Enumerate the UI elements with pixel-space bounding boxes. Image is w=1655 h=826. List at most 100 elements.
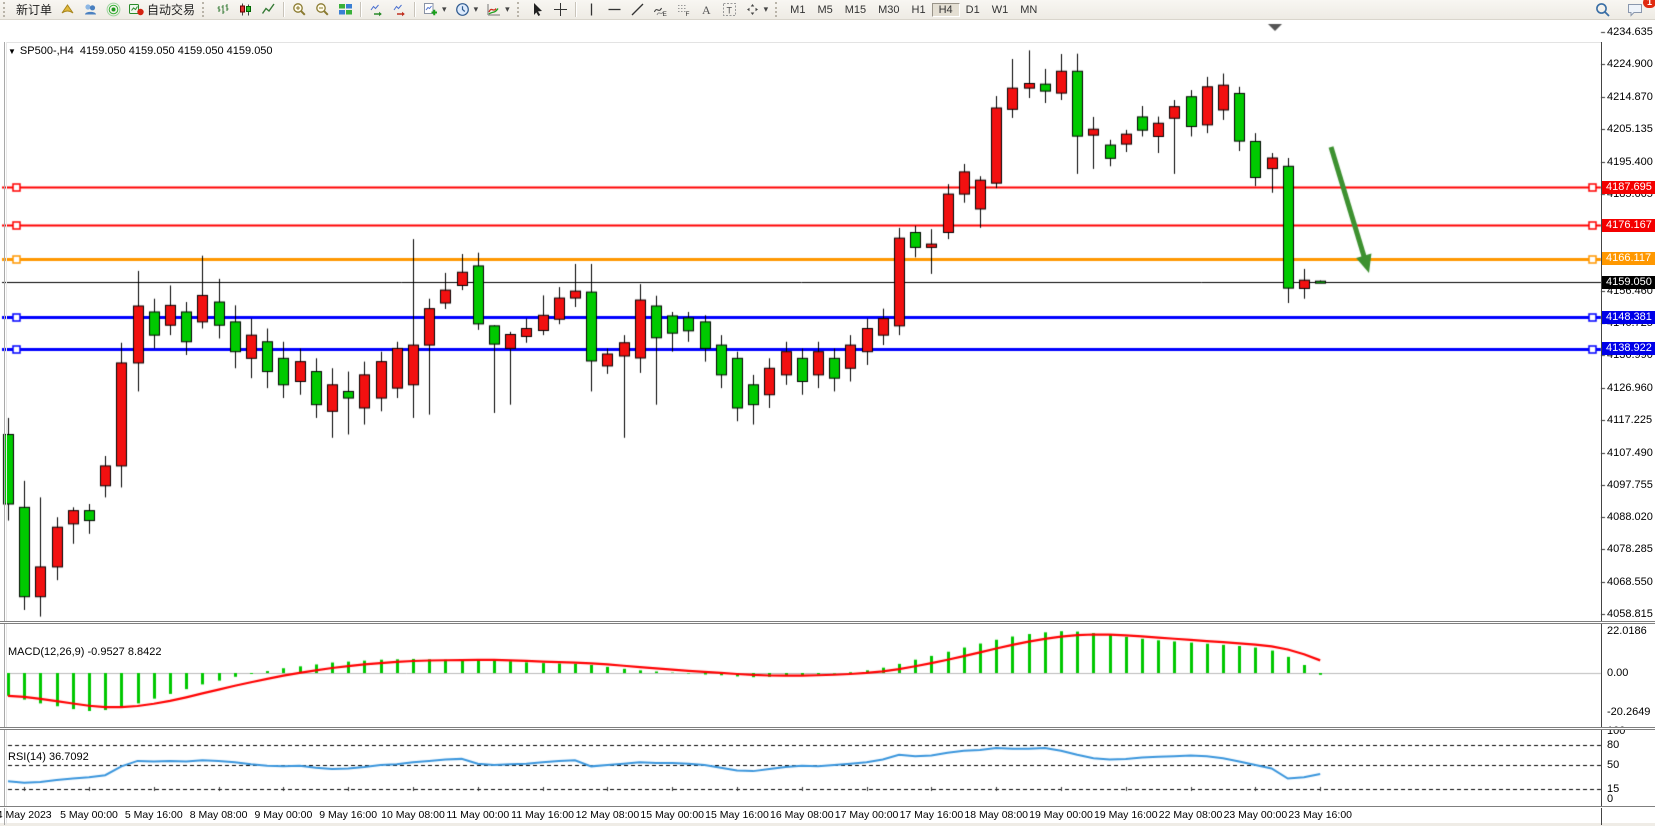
macd-indicator-label: MACD(12,26,9) -0.9527 8.8422 — [8, 646, 162, 658]
time-axis-label: 19 May 00:00 — [1029, 809, 1093, 821]
chat-icon[interactable]: 1 — [1623, 0, 1655, 18]
toolbar-grip — [202, 2, 208, 17]
price-chart-canvas[interactable] — [0, 20, 1655, 823]
pane-separator-rsi[interactable] — [0, 727, 1655, 730]
new-chart-button[interactable]: ▾ — [419, 1, 451, 18]
toolbar-grip — [775, 2, 781, 17]
chevron-down-icon[interactable]: ▼ — [8, 47, 16, 56]
support-icon[interactable] — [79, 1, 102, 18]
auto-scroll-icon[interactable] — [365, 1, 388, 18]
timeframe-h1[interactable]: H1 — [911, 3, 926, 16]
macd-values: -0.9527 8.8422 — [87, 646, 162, 658]
new-order-button[interactable]: 新订单 — [12, 1, 56, 18]
toolbar-separator — [360, 2, 363, 17]
time-axis-label: 23 May 00:00 — [1223, 809, 1288, 821]
rsi-indicator-label: RSI(14) 36.7092 — [8, 751, 89, 763]
dropdown-caret: ▾ — [505, 4, 510, 14]
time-axis-label: 5 May 00:00 — [60, 809, 118, 821]
price-axis-label: 4058.815 — [1607, 607, 1653, 620]
horizontal-line-icon[interactable] — [603, 1, 626, 18]
price-badge: 4138.922 — [1602, 342, 1655, 356]
rsi-axis-label: 80 — [1607, 738, 1620, 751]
timeframe-mn[interactable]: MN — [1020, 3, 1038, 16]
price-axis-label: 4224.900 — [1607, 57, 1653, 70]
bar-chart-icon[interactable] — [211, 1, 234, 18]
fibonacci-icon[interactable]: F — [672, 1, 695, 18]
svg-text:E: E — [662, 11, 667, 17]
text-icon[interactable]: A — [695, 1, 718, 18]
price-axis-label: 4214.870 — [1607, 91, 1653, 104]
rsi-axis-label: 0 — [1607, 793, 1614, 805]
plot-top-border — [6, 42, 1601, 43]
timeframe-w1[interactable]: W1 — [991, 3, 1009, 16]
price-axis-label: 4234.635 — [1607, 25, 1653, 38]
price-axis-label: 4107.490 — [1607, 446, 1653, 459]
macd-axis-label: 0.00 — [1607, 667, 1629, 679]
toolbar-right: 1 — [1591, 0, 1655, 18]
timeframe-m5[interactable]: M5 — [817, 3, 833, 16]
arrows-icon[interactable]: ▾ — [741, 1, 773, 18]
broadcast-icon[interactable] — [102, 1, 125, 18]
cursor-icon[interactable] — [526, 1, 549, 18]
rsi-axis-label: 50 — [1607, 759, 1620, 771]
chart-shift-icon[interactable] — [388, 1, 411, 18]
toolbar-separator — [414, 2, 417, 17]
price-axis-label: 4078.285 — [1607, 543, 1653, 556]
zoom-in-icon[interactable] — [288, 1, 311, 18]
price-badge: 4166.117 — [1602, 252, 1655, 266]
price-axis-border — [1601, 42, 1602, 825]
rsi-axis-label: 15 — [1607, 782, 1620, 795]
price-axis-label: 4068.550 — [1607, 575, 1653, 588]
chart-quotes: 4159.050 4159.050 4159.050 4159.050 — [79, 45, 273, 57]
equidistant-channel-icon[interactable]: E — [649, 1, 672, 18]
time-axis-label: 12 May 08:00 — [575, 809, 640, 821]
time-axis-label: 23 May 16:00 — [1288, 809, 1353, 821]
dropdown-caret: ▾ — [473, 4, 479, 14]
price-badge: 4148.381 — [1602, 310, 1655, 324]
svg-text:A: A — [702, 3, 711, 17]
new-chart-icon — [424, 3, 438, 16]
crosshair-icon[interactable] — [549, 1, 572, 18]
time-axis-label: 11 May 00:00 — [446, 809, 510, 821]
candlestick-chart-icon[interactable] — [234, 1, 257, 18]
tile-windows-icon[interactable] — [334, 1, 357, 18]
indicators-icon — [487, 4, 501, 16]
indicators-button[interactable]: ▾ — [482, 1, 514, 18]
trendline-icon[interactable] — [626, 1, 649, 18]
text-label-icon[interactable]: T — [718, 1, 741, 18]
timeframe-m1[interactable]: M1 — [790, 3, 806, 16]
line-chart-icon[interactable] — [257, 1, 280, 18]
time-axis-label: 8 May 08:00 — [189, 809, 248, 821]
time-axis-label: 15 May 16:00 — [705, 809, 769, 821]
toolbar-grip — [516, 2, 523, 17]
timeframe-d1[interactable]: D1 — [965, 3, 980, 16]
time-axis-label: 19 May 16:00 — [1093, 809, 1158, 821]
clock-button[interactable]: ▾ — [451, 1, 483, 18]
time-axis-label: 5 May 16:00 — [124, 809, 183, 821]
chart-title: ▼ SP500-,H4 4159.050 4159.050 4159.050 41… — [8, 45, 273, 57]
search-icon[interactable] — [1591, 1, 1615, 18]
timeframe-h4[interactable]: H4 — [931, 2, 960, 17]
time-axis-border — [0, 806, 1655, 808]
price-axis-label: 4097.755 — [1607, 478, 1653, 491]
zoom-out-icon[interactable] — [311, 1, 334, 18]
vertical-line-icon[interactable] — [580, 1, 603, 18]
time-axis-label: 16 May 08:00 — [769, 809, 834, 821]
chart-window: ▼ SP500-,H4 4159.050 4159.050 4159.050 41… — [0, 19, 1655, 825]
auto-trading-button[interactable]: 自动交易 — [125, 1, 199, 18]
time-axis-label: 4 May 2023 — [0, 809, 52, 821]
hat-icon[interactable] — [56, 1, 79, 18]
price-axis-label: 4117.225 — [1607, 414, 1653, 427]
svg-text:F: F — [685, 11, 689, 17]
time-axis-label: 22 May 08:00 — [1158, 809, 1223, 821]
timeframe-m30[interactable]: M30 — [878, 3, 900, 16]
timeframe-m15[interactable]: M15 — [844, 3, 867, 16]
time-axis-label: 15 May 00:00 — [640, 809, 705, 821]
price-badge: 4176.167 — [1602, 218, 1655, 232]
macd-axis-label: -20.2649 — [1607, 705, 1651, 718]
pane-separator-macd[interactable] — [0, 621, 1655, 624]
time-axis-label: 9 May 00:00 — [254, 809, 313, 821]
plot-left-border — [4, 42, 5, 825]
auto-trading-icon — [129, 4, 144, 16]
